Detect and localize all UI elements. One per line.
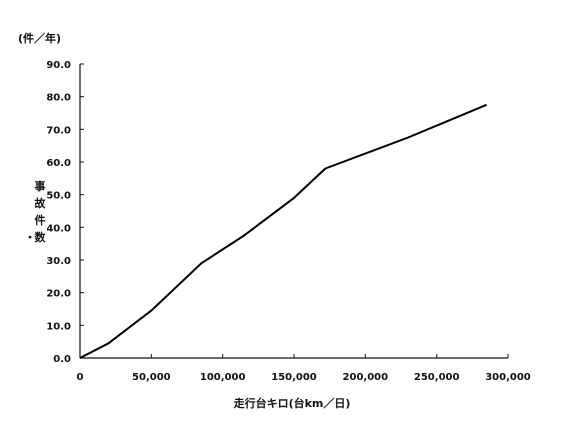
- y-axis-title-char: 件: [35, 213, 46, 227]
- y-tick-label: 0.0: [53, 354, 71, 365]
- y-tick-label: 50.0: [46, 191, 71, 202]
- y-axis-unit-label: (件／年): [18, 31, 61, 45]
- x-tick-label: 0: [77, 372, 84, 383]
- y-axis-title-char: 数: [35, 230, 47, 244]
- x-tick-label: 200,000: [343, 372, 389, 383]
- x-axis: 0 50,000 100,000 150,000 200,000 250,000 300,0…: [77, 354, 531, 383]
- series-line: [79, 103, 487, 359]
- y-tick-label: 10.0: [46, 321, 71, 332]
- y-axis-title-mark: ・: [25, 231, 36, 244]
- data-series: [79, 103, 487, 359]
- x-tick-label: 300,000: [485, 372, 531, 383]
- x-tick-label: 100,000: [200, 372, 246, 383]
- y-axis-title-char: 事: [35, 179, 46, 193]
- y-tick-label: 20.0: [46, 289, 71, 300]
- y-tick-label: 70.0: [46, 125, 71, 136]
- y-tick-label: 40.0: [46, 223, 71, 234]
- y-tick-label: 30.0: [46, 256, 71, 267]
- y-tick-label: 90.0: [46, 60, 71, 71]
- x-tick-label: 50,000: [132, 372, 171, 383]
- y-tick-label: 80.0: [46, 93, 71, 104]
- x-tick-label: 150,000: [271, 372, 317, 383]
- y-axis-title-char: 故: [35, 196, 47, 210]
- x-tick-label: 250,000: [414, 372, 460, 383]
- y-tick-label: 60.0: [46, 158, 71, 169]
- x-axis-title: 走行台キロ(台km／日): [233, 396, 351, 410]
- y-axis: 0.0 10.0 20.0 30.0 40.0 50.0 60.0 70.0 80.0 90.0: [46, 60, 84, 365]
